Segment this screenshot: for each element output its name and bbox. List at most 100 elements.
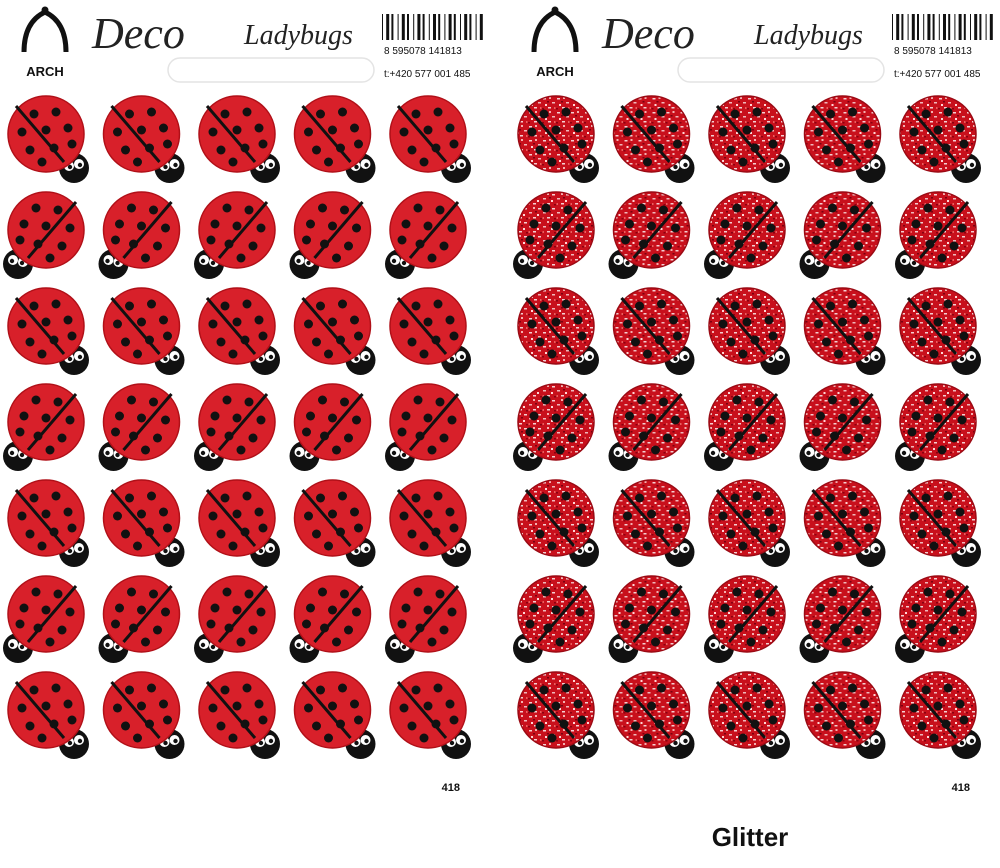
barcode-bar — [417, 14, 421, 40]
ladybug-sticker — [708, 671, 790, 759]
barcode-bar — [407, 14, 409, 40]
caption: Glitter — [712, 822, 789, 852]
barcode-bar — [433, 14, 436, 40]
title: Deco — [91, 9, 185, 58]
ladybug-sticker — [7, 671, 89, 759]
barcode-number: 8 595078 141813 — [894, 46, 972, 57]
ladybug-sticker — [517, 671, 599, 759]
ladybug-sticker — [899, 671, 981, 759]
barcode-bar — [464, 14, 468, 40]
ladybug-sticker — [513, 575, 595, 663]
ladybug-sticker — [289, 383, 372, 471]
ladybug-sticker — [895, 191, 977, 279]
ladybug-sticker — [3, 191, 85, 279]
barcode-bar — [943, 14, 946, 40]
ladybug-sticker — [98, 575, 181, 663]
ladybug-sticker — [3, 575, 85, 663]
ladybug-sticker — [198, 479, 280, 567]
ladybug-sticker — [895, 575, 977, 663]
barcode-bar — [989, 14, 993, 40]
barcode-bar — [938, 14, 940, 40]
barcode-bar — [475, 14, 477, 40]
hang-slot — [167, 57, 375, 83]
ladybug-sticker — [102, 95, 185, 183]
barcode-bar — [460, 14, 461, 40]
barcode-bar — [438, 14, 441, 40]
ladybug-sticker — [612, 671, 695, 759]
hang-slot — [677, 57, 885, 83]
ladybug-sticker — [293, 671, 376, 759]
ladybug-sticker — [198, 671, 280, 759]
ladybug-sticker — [803, 95, 886, 183]
barcode-bar — [923, 14, 925, 40]
barcode-bar — [963, 14, 966, 40]
barcode-bar — [948, 14, 951, 40]
ladybug-sticker — [7, 479, 89, 567]
ladybug-sticker — [799, 191, 882, 279]
brand: ARCH — [26, 64, 64, 79]
ladybug-sticker — [704, 575, 786, 663]
ladybug-sticker — [899, 95, 981, 183]
ladybug-sticker — [612, 287, 695, 375]
ladybug-sticker — [194, 383, 276, 471]
barcode-bar — [448, 14, 452, 40]
barcode-bar — [479, 14, 483, 40]
ladybug-sticker — [3, 383, 85, 471]
ladybug-sticker — [102, 287, 185, 375]
barcode-bar — [974, 14, 978, 40]
ladybug-sticker — [517, 287, 599, 375]
barcode-bar — [954, 14, 956, 40]
phone: t:+420 577 001 485 — [894, 69, 981, 80]
ladybug-sticker — [389, 671, 471, 759]
ladybug-sticker — [608, 383, 691, 471]
ladybug-sticker — [608, 191, 691, 279]
logo — [531, 9, 579, 53]
ladybug-sticker — [289, 575, 372, 663]
barcode-number: 8 595078 141813 — [384, 46, 462, 57]
ladybug-sticker — [513, 383, 595, 471]
ladybug-sticker — [708, 95, 790, 183]
ladybug-sticker — [385, 191, 467, 279]
ladybug-sticker — [385, 383, 467, 471]
barcode-bar — [444, 14, 446, 40]
barcode-bar — [958, 14, 962, 40]
barcode-bar — [397, 14, 399, 40]
barcode-bar — [422, 14, 425, 40]
sheet-code: 418 — [952, 782, 970, 794]
ladybug-sticker — [389, 287, 471, 375]
ladybug-sticker — [517, 479, 599, 567]
ladybug-sticker — [899, 287, 981, 375]
barcode-bar — [428, 14, 430, 40]
logo-dot — [41, 6, 49, 14]
barcode-bar — [917, 14, 919, 40]
barcode-bar — [401, 14, 405, 40]
barcode-bar — [892, 14, 893, 40]
ladybug-sticker — [704, 383, 786, 471]
ladybug-sticker — [194, 191, 276, 279]
ladybug-sticker — [293, 287, 376, 375]
ladybug-sticker — [803, 287, 886, 375]
title: Deco — [601, 9, 695, 58]
logo — [21, 9, 69, 53]
ladybug-sticker — [102, 671, 185, 759]
barcode-bar — [469, 14, 472, 40]
barcode-bar — [932, 14, 935, 40]
ladybug-sticker — [513, 191, 595, 279]
ladybug-sticker — [98, 191, 181, 279]
barcode-bar — [901, 14, 904, 40]
barcode-bar — [970, 14, 971, 40]
ladybug-sticker — [803, 479, 886, 567]
barcode-bar — [985, 14, 987, 40]
brand: ARCH — [536, 64, 574, 79]
ladybug-sticker — [198, 287, 280, 375]
ladybug-sticker — [608, 575, 691, 663]
ladybug-sticker — [385, 575, 467, 663]
ladybug-sticker — [194, 575, 276, 663]
ladybug-sticker — [517, 95, 599, 183]
ladybug-sticker — [289, 191, 372, 279]
ladybug-sticker — [612, 479, 695, 567]
ladybug-sticker — [704, 191, 786, 279]
ladybug-sticker — [102, 479, 185, 567]
ladybug-sticker — [899, 479, 981, 567]
